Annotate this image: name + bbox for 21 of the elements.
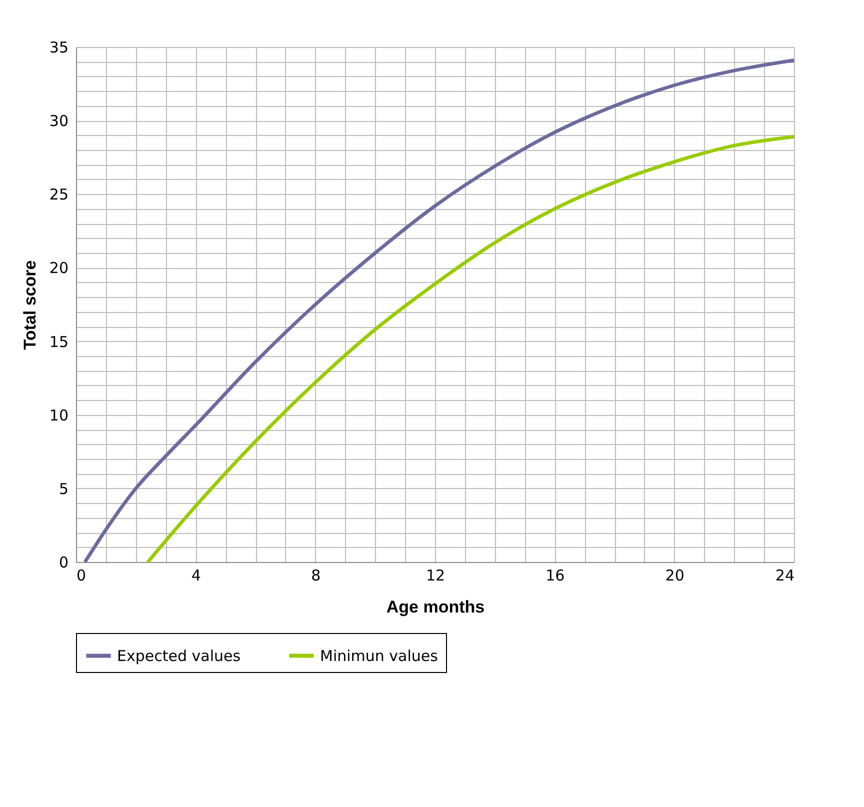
y-tick-label: 35 (49, 38, 68, 56)
x-tick-label: 8 (311, 566, 321, 584)
line-series (146, 135, 796, 564)
x-tick-label: 24 (775, 566, 794, 584)
legend-label: Expected values (117, 646, 241, 665)
line-series (83, 58, 796, 564)
x-tick-label: 4 (191, 566, 201, 584)
x-tick-label: 16 (546, 566, 565, 584)
y-tick-label: 10 (49, 406, 68, 424)
y-tick-label: 5 (58, 480, 68, 498)
x-tick-label: 0 (76, 566, 86, 584)
legend-label: Minimun values (320, 646, 438, 665)
y-axis-title: Total score (20, 260, 40, 350)
x-axis-title: Age months (386, 598, 485, 616)
x-tick-label: 12 (426, 566, 446, 584)
x-tick-label: 20 (665, 566, 684, 584)
y-tick-label: 0 (58, 554, 68, 572)
y-tick-label: 20 (49, 259, 68, 278)
y-tick-label: 30 (49, 112, 68, 130)
y-tick-label: 25 (49, 186, 68, 204)
y-tick-label: 15 (49, 332, 68, 351)
